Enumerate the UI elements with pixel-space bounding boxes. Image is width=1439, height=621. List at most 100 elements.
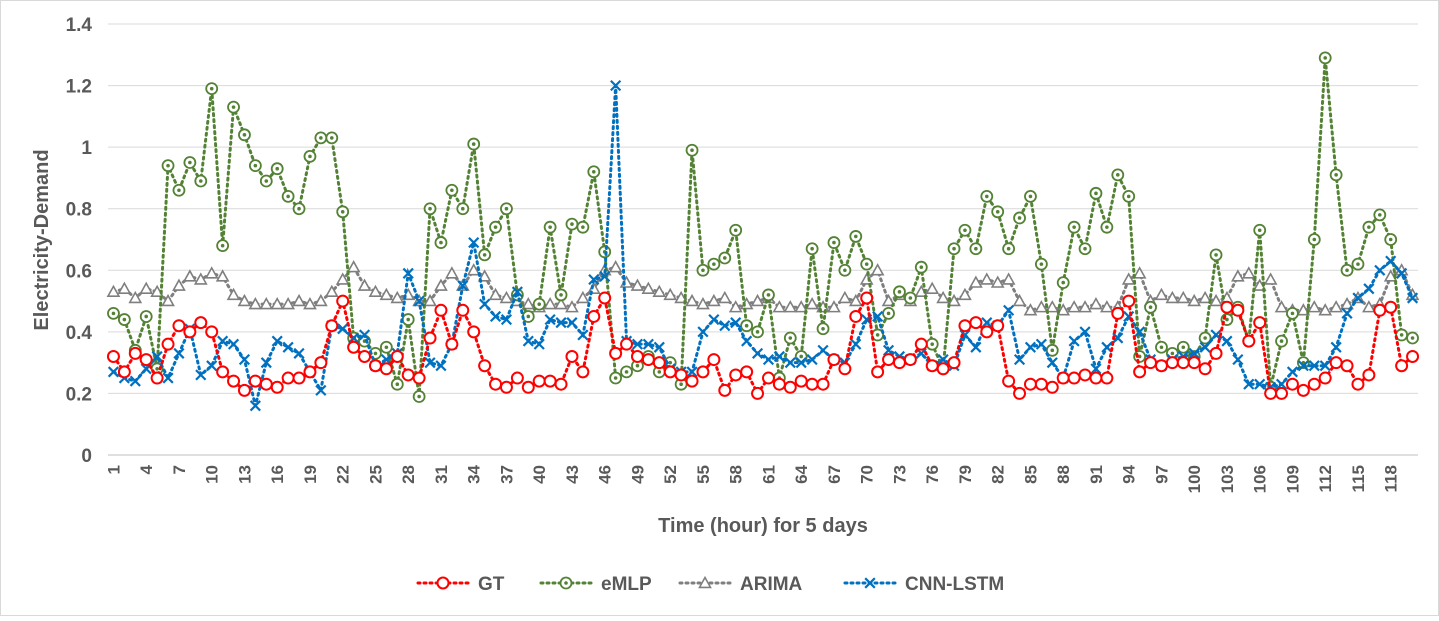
data-point-arima: [641, 281, 656, 294]
data-point-arima: [477, 269, 492, 282]
data-point-cnn-lstm: [751, 347, 764, 359]
data-point-emlp: [194, 174, 208, 188]
data-point-arima: [1154, 287, 1169, 301]
data-point-arima: [1100, 300, 1114, 313]
data-point-cnn-lstm: [107, 366, 120, 378]
data-point-cnn-lstm: [173, 347, 185, 359]
x-tick-label: 103: [1218, 465, 1237, 493]
data-point-cnn-lstm: [1134, 326, 1146, 338]
data-point-arima: [1307, 300, 1322, 313]
data-point-gt: [663, 365, 677, 379]
data-point-gt: [227, 374, 241, 388]
data-point-cnn-lstm: [533, 338, 545, 350]
data-point-gt: [1395, 359, 1409, 373]
data-point-gt: [871, 365, 885, 379]
data-point-emlp: [1406, 331, 1419, 345]
data-point-arima: [117, 281, 132, 294]
data-point-cnn-lstm: [1024, 341, 1037, 353]
data-point-gt: [292, 371, 306, 385]
data-point-gt: [794, 374, 808, 388]
data-point-gt: [620, 337, 634, 351]
data-point-arima: [128, 290, 143, 304]
data-point-cnn-lstm: [260, 357, 272, 369]
data-point-arima: [139, 281, 154, 294]
data-point-emlp: [1318, 51, 1332, 65]
data-point-emlp: [259, 174, 273, 188]
data-point-arima: [1078, 300, 1092, 313]
data-point-emlp: [565, 217, 579, 231]
data-point-cnn-lstm: [1199, 341, 1211, 353]
data-point-emlp: [401, 313, 415, 326]
data-point-arima: [1012, 293, 1027, 307]
x-tick-label: 100: [1185, 465, 1204, 493]
data-point-gt: [1045, 380, 1059, 394]
data-point-emlp: [958, 223, 972, 237]
x-tick-label: 4: [137, 464, 156, 474]
y-tick-label: 1: [81, 138, 92, 159]
data-point-emlp: [183, 156, 197, 169]
x-tick-label: 52: [661, 465, 680, 484]
data-point-arima: [1231, 269, 1245, 282]
data-point-gt: [958, 319, 972, 333]
data-point-emlp: [117, 313, 131, 326]
data-point-arima: [576, 290, 590, 304]
data-point-emlp: [532, 297, 546, 311]
data-point-arima: [1241, 266, 1256, 279]
data-point-gt: [412, 371, 426, 385]
data-point-arima: [1121, 272, 1136, 285]
data-point-cnn-lstm: [599, 270, 611, 283]
data-point-cnn-lstm: [882, 344, 895, 356]
data-point-gt: [827, 353, 841, 367]
data-point-emlp: [1002, 242, 1016, 256]
data-point-emlp: [205, 82, 219, 96]
legend-item-cnn-lstm: CNN-LSTM: [843, 574, 1004, 595]
data-point-emlp: [521, 310, 535, 323]
data-point-arima: [1209, 293, 1223, 307]
data-point-arima: [161, 293, 175, 307]
x-tick-label: 40: [530, 465, 549, 484]
y-tick-label: 1.2: [66, 77, 92, 98]
legend: GT eMLP ARIMA CNN-LSTM: [416, 574, 1004, 595]
data-point-gt: [1165, 356, 1179, 370]
data-point-gt: [587, 309, 601, 323]
data-point-gt: [969, 316, 983, 330]
data-point-arima: [870, 263, 885, 276]
data-point-gt: [685, 374, 699, 388]
data-point-cnn-lstm: [741, 335, 753, 347]
x-tick-label: 61: [759, 465, 778, 484]
data-point-arima: [1023, 303, 1038, 316]
data-point-gt: [1176, 356, 1190, 370]
x-tick-label: 22: [334, 465, 353, 484]
data-point-cnn-lstm: [686, 366, 698, 378]
data-point-arima: [183, 269, 197, 282]
data-point-arima: [434, 278, 448, 291]
data-point-gt: [718, 383, 732, 397]
data-point-gt: [860, 291, 874, 305]
data-point-cnn-lstm: [719, 320, 731, 332]
data-point-gt: [1285, 377, 1299, 391]
data-point-gt: [761, 371, 775, 385]
data-point-emlp: [1176, 340, 1190, 354]
data-point-gt: [172, 319, 186, 333]
data-point-emlp: [1155, 340, 1168, 354]
x-axis-title: Time (hour) for 5 days: [658, 515, 868, 537]
legend-label: CNN-LSTM: [905, 574, 1004, 595]
data-point-arima: [630, 278, 645, 291]
data-point-cnn-lstm: [1286, 366, 1299, 378]
data-point-arima: [783, 300, 798, 313]
data-point-cnn-lstm: [1385, 255, 1397, 267]
data-point-gt: [838, 362, 852, 376]
x-tick-label: 25: [366, 465, 385, 484]
data-point-gt: [630, 349, 644, 363]
data-point-arima: [215, 269, 230, 282]
data-point-arima: [204, 266, 219, 279]
y-axis-title: Electricity-Demand: [31, 149, 53, 330]
data-point-gt: [456, 303, 470, 317]
data-point-emlp: [1100, 220, 1114, 234]
data-point-emlp: [1351, 257, 1365, 271]
x-tick-label: 76: [923, 465, 942, 484]
data-point-cnn-lstm: [489, 310, 502, 323]
data-point-gt: [1133, 365, 1147, 379]
data-point-arima: [1045, 300, 1060, 313]
data-point-gt: [1154, 359, 1168, 373]
